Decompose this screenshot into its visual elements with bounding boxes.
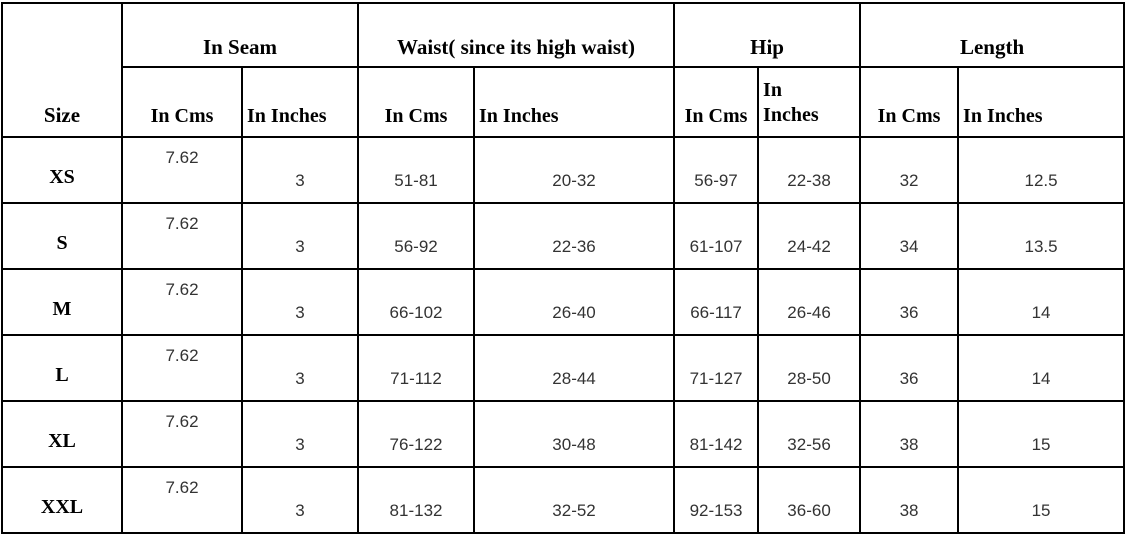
subheader-length-cms: In Cms — [859, 66, 960, 138]
table-row-l: L 7.62 3 71-112 28-44 71-127 28-50 36 14 — [1, 334, 1126, 402]
inseam-cms-value: 7.62 — [121, 466, 243, 534]
waist-cms-value: 51-81 — [357, 136, 476, 204]
inseam-inches-value: 3 — [240, 136, 360, 204]
hip-inches-value: 36-60 — [757, 466, 862, 534]
subheader-inseam-inches: In Inches — [240, 66, 360, 138]
inseam-cms-value: 7.62 — [121, 334, 243, 402]
subheader-row: In Cms In Inches In Cms In Inches In Cms… — [2, 66, 1126, 138]
group-header-length: Length — [859, 2, 1126, 68]
group-header-inseam: In Seam — [120, 2, 360, 68]
waist-cms-value: 76-122 — [357, 400, 476, 468]
subheader-length-inches: In Inches — [957, 66, 1126, 138]
waist-inches-value: 32-52 — [473, 466, 676, 534]
table-row-xs: XS 7.62 3 51-81 20-32 56-97 22-38 32 12.… — [1, 136, 1126, 204]
length-cms-value: 36 — [859, 268, 960, 336]
length-cms-value: 34 — [859, 202, 960, 270]
inseam-inches-value: 3 — [240, 466, 360, 534]
length-cms-value: 36 — [859, 334, 960, 402]
inseam-cms-value: 7.62 — [121, 202, 243, 270]
group-header-waist: Waist( since its high waist) — [357, 2, 676, 68]
table-row-xxl: XXL 7.62 3 81-132 32-52 92-153 36-60 38 … — [1, 466, 1126, 534]
hip-inches-value: 28-50 — [757, 334, 862, 402]
inseam-cms-value: 7.62 — [121, 136, 243, 204]
length-cms-value: 32 — [859, 136, 960, 204]
length-cms-value: 38 — [859, 466, 960, 534]
length-inches-value: 14 — [957, 334, 1126, 402]
inseam-cms-value: 7.62 — [121, 268, 243, 336]
subheader-waist-cms: In Cms — [357, 66, 476, 138]
hip-cms-value: 61-107 — [673, 202, 760, 270]
table-row-m: M 7.62 3 66-102 26-40 66-117 26-46 36 14 — [1, 268, 1126, 336]
length-inches-value: 12.5 — [957, 136, 1126, 204]
size-column-header: Size — [1, 2, 123, 138]
hip-cms-value: 92-153 — [673, 466, 760, 534]
hip-inches-value: 24-42 — [757, 202, 862, 270]
size-label: XL — [1, 400, 123, 468]
size-label: XXL — [1, 466, 123, 534]
hip-cms-value: 81-142 — [673, 400, 760, 468]
length-inches-value: 15 — [957, 400, 1126, 468]
table-row-xl: XL 7.62 3 76-122 30-48 81-142 32-56 38 1… — [1, 400, 1126, 468]
subheader-inseam-cms: In Cms — [121, 66, 243, 138]
table-row-s: S 7.62 3 56-92 22-36 61-107 24-42 34 13.… — [1, 202, 1126, 270]
inseam-cms-value: 7.62 — [121, 400, 243, 468]
subheader-hip-inches-text: In Inches — [763, 79, 819, 126]
waist-inches-value: 20-32 — [473, 136, 676, 204]
subheader-hip-cms: In Cms — [673, 66, 760, 138]
length-cms-value: 38 — [859, 400, 960, 468]
inseam-inches-value: 3 — [240, 202, 360, 270]
length-inches-value: 13.5 — [957, 202, 1126, 270]
waist-inches-value: 30-48 — [473, 400, 676, 468]
length-inches-value: 15 — [957, 466, 1126, 534]
waist-cms-value: 71-112 — [357, 334, 476, 402]
subheader-hip-inches: In Inches — [757, 66, 862, 138]
size-label: M — [1, 268, 123, 336]
waist-cms-value: 81-132 — [357, 466, 476, 534]
hip-cms-value: 66-117 — [673, 268, 760, 336]
waist-cms-value: 66-102 — [357, 268, 476, 336]
hip-cms-value: 71-127 — [673, 334, 760, 402]
waist-inches-value: 28-44 — [473, 334, 676, 402]
group-header-hip: Hip — [673, 2, 862, 68]
group-header-row: Size In Seam Waist( since its high waist… — [1, 2, 1126, 138]
inseam-inches-value: 3 — [240, 334, 360, 402]
hip-inches-value: 22-38 — [757, 136, 862, 204]
size-label: L — [1, 334, 123, 402]
inseam-inches-value: 3 — [240, 268, 360, 336]
hip-inches-value: 26-46 — [757, 268, 862, 336]
waist-inches-value: 26-40 — [473, 268, 676, 336]
size-label: XS — [1, 136, 123, 204]
length-inches-value: 14 — [957, 268, 1126, 336]
waist-cms-value: 56-92 — [357, 202, 476, 270]
inseam-inches-value: 3 — [240, 400, 360, 468]
waist-inches-value: 22-36 — [473, 202, 676, 270]
size-label: S — [1, 202, 123, 270]
hip-cms-value: 56-97 — [673, 136, 760, 204]
hip-inches-value: 32-56 — [757, 400, 862, 468]
subheader-waist-inches: In Inches — [473, 66, 676, 138]
